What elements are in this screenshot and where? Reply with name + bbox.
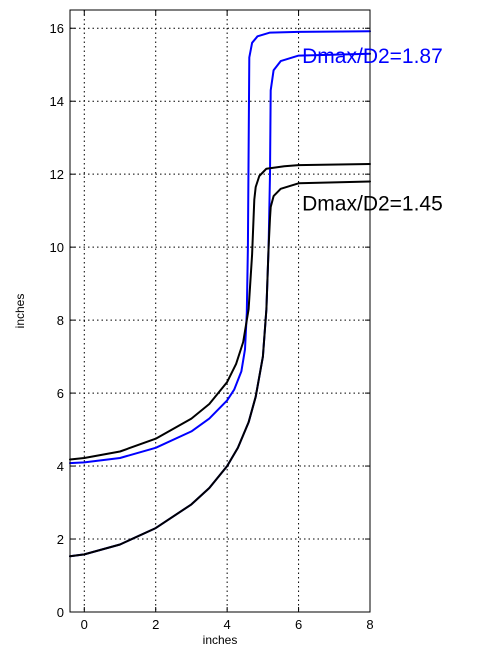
- annotation-dmax-1-45: Dmax/D2=1.45: [302, 193, 443, 216]
- series-line-1: [69, 30, 371, 465]
- series-line-4: [69, 180, 371, 558]
- x-tick-label: 2: [152, 617, 159, 632]
- y-tick-label: 4: [57, 459, 64, 474]
- ticks: [70, 10, 371, 613]
- annotation-dmax-1-87: Dmax/D2=1.87: [302, 45, 443, 68]
- y-tick-label: 8: [57, 313, 64, 328]
- tick-labels: 0 2 4 6 8 0 2 4 6 8 10 12 14 16: [50, 21, 374, 632]
- curves: [69, 30, 371, 558]
- x-tick-label: 6: [295, 617, 302, 632]
- grid: [70, 10, 370, 612]
- y-tick-label: 14: [50, 94, 64, 109]
- x-tick-label: 0: [81, 617, 88, 632]
- x-tick-label: 8: [366, 617, 373, 632]
- y-axis-label: inches: [13, 294, 27, 329]
- series-line-3: [69, 163, 371, 461]
- x-axis-label: inches: [203, 633, 238, 647]
- plot-frame: [69, 9, 371, 613]
- y-tick-label: 0: [57, 605, 64, 620]
- x-tick-label: 4: [224, 617, 231, 632]
- y-tick-label: 2: [57, 532, 64, 547]
- y-tick-label: 12: [50, 167, 64, 182]
- y-tick-label: 10: [50, 240, 64, 255]
- y-tick-label: 6: [57, 386, 64, 401]
- y-tick-label: 16: [50, 21, 64, 36]
